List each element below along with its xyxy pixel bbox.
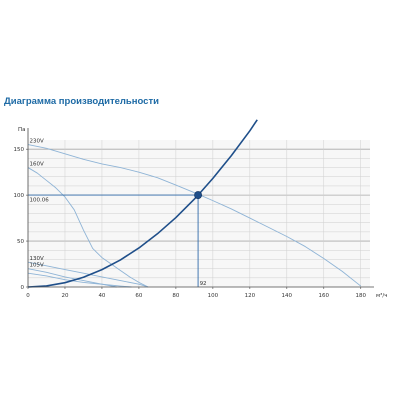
system-curve xyxy=(27,119,258,288)
x-tick-label-80: 80 xyxy=(172,293,179,299)
x-tick-label-0: 0 xyxy=(26,293,30,299)
chart-title: Диаграмма производительности xyxy=(4,96,159,107)
x-tick-label-100: 100 xyxy=(208,293,219,299)
x-axis-unit: м³/ч xyxy=(376,292,387,299)
x-tick-label-40: 40 xyxy=(98,293,105,299)
fan-curve-unnamed-4 xyxy=(27,272,132,288)
y-axis-unit: Па xyxy=(18,127,26,133)
curve-label-160V: 160V xyxy=(30,162,44,168)
y-tick-label-0: 0 xyxy=(21,285,25,291)
x-tick-label-140: 140 xyxy=(282,293,293,299)
curve-label-230V: 230V xyxy=(30,139,44,145)
curve-label-105V: 105V xyxy=(30,263,44,269)
y-tick-label-50: 50 xyxy=(17,239,24,245)
x-tick-label-120: 120 xyxy=(245,293,256,299)
operating-point-guides xyxy=(28,191,202,287)
y-tick-label-100: 100 xyxy=(14,193,25,199)
fan-curve-160V xyxy=(27,167,149,288)
curve-label-130V: 130V xyxy=(30,256,44,262)
x-tick-label-20: 20 xyxy=(61,293,68,299)
operating-point-x-readout: 92 xyxy=(200,281,207,287)
axes xyxy=(26,128,374,289)
grid xyxy=(28,140,370,287)
x-tick-label-160: 160 xyxy=(319,293,330,299)
x-tick-label-180: 180 xyxy=(356,293,367,299)
x-tick-label-60: 60 xyxy=(135,293,142,299)
fan-curve-130V xyxy=(27,261,149,288)
operating-point-y-readout: 100.06 xyxy=(30,198,50,204)
y-tick-label-150: 150 xyxy=(14,147,25,153)
operating-point-marker xyxy=(194,191,202,199)
curves xyxy=(27,119,362,288)
